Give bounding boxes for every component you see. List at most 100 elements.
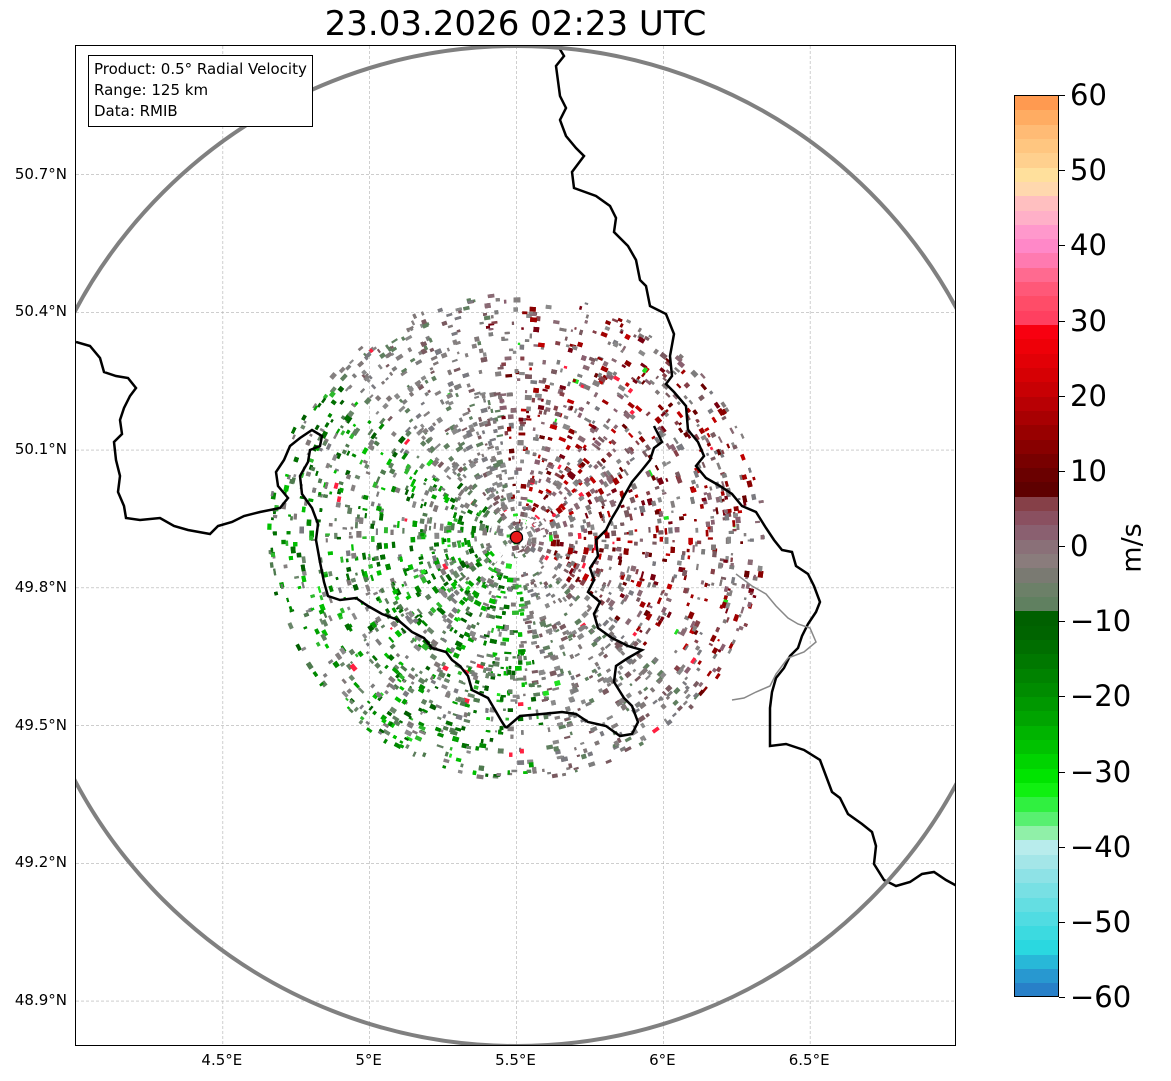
echo-bin [459, 587, 465, 593]
echo-bin [354, 474, 361, 480]
echo-bin [446, 475, 452, 480]
echo-bin [550, 699, 557, 706]
echo-bin [533, 692, 541, 697]
echo-bin [516, 677, 524, 681]
echo-bin [385, 344, 390, 349]
echo-bin [607, 341, 612, 346]
echo-bin [606, 715, 614, 721]
echo-bin [500, 441, 503, 445]
echo-bin [543, 714, 549, 720]
echo-bin [676, 401, 681, 406]
echo-bin [356, 531, 362, 538]
echo-bin [628, 530, 634, 536]
echo-bin [485, 729, 491, 733]
echo-bin [370, 384, 377, 390]
echo-bin [312, 403, 318, 409]
echo-bin [732, 513, 739, 518]
echo-bin [328, 585, 334, 593]
echo-bin [494, 371, 502, 377]
echo-bin [612, 541, 615, 545]
echo-bin [514, 552, 523, 558]
echo-bin [594, 405, 601, 412]
echo-bin [357, 650, 364, 658]
echo-bin [629, 413, 636, 420]
echo-bin [553, 405, 559, 412]
echo-bin [742, 495, 748, 503]
echo-bin [358, 505, 361, 510]
echo-bin [524, 394, 532, 401]
echo-bin [620, 504, 625, 509]
echo-bin [380, 587, 385, 594]
echo-bin [538, 541, 544, 546]
echo-bin [466, 383, 471, 388]
echo-bin [529, 306, 536, 312]
echo-bin [446, 312, 453, 317]
echo-bin [684, 676, 689, 681]
echo-bin [476, 622, 480, 626]
echo-bin [743, 533, 747, 537]
echo-bin [522, 617, 530, 622]
echo-bin [271, 517, 274, 521]
echo-bin [540, 421, 545, 425]
echo-bin [351, 544, 354, 551]
echo-bin [466, 624, 472, 631]
echo-bin [760, 534, 764, 540]
echo-bin [673, 664, 681, 672]
echo-bin [618, 474, 623, 480]
echo-bin [409, 357, 416, 363]
echo-bin [383, 527, 389, 534]
echo-bin [587, 499, 593, 505]
echo-bin [521, 682, 525, 688]
echo-bin [520, 356, 525, 361]
echo-bin [415, 413, 422, 419]
echo-bin [360, 388, 366, 394]
echo-bin [629, 496, 636, 504]
echo-bin [300, 424, 306, 430]
echo-bin [377, 542, 382, 550]
echo-bin [389, 627, 393, 630]
echo-bin [350, 577, 357, 583]
echo-bin [594, 590, 598, 594]
echo-bin [628, 432, 634, 438]
echo-bin [339, 366, 346, 374]
echo-bin [532, 771, 537, 774]
echo-bin [700, 580, 705, 585]
echo-bin [749, 538, 754, 542]
echo-bin [721, 472, 728, 479]
echo-bin [401, 583, 405, 587]
echo-bin [712, 508, 717, 512]
echo-bin [593, 496, 600, 503]
echo-bin [550, 639, 553, 643]
map-canvas [76, 46, 955, 1045]
echo-bin [630, 658, 637, 665]
echo-bin [519, 748, 524, 754]
radar-map[interactable] [75, 45, 956, 1046]
echo-bin [511, 586, 516, 590]
echo-bin [526, 415, 531, 419]
echo-bin [460, 763, 464, 768]
echo-bin [648, 334, 653, 339]
echo-bin [430, 355, 438, 361]
echo-bin [404, 334, 413, 341]
echo-bin [345, 697, 349, 702]
echo-bin [673, 687, 681, 695]
echo-bin [659, 367, 666, 374]
echo-bin [498, 631, 502, 637]
echo-bin [364, 513, 368, 519]
echo-bin [477, 341, 482, 346]
echo-bin [680, 369, 686, 375]
echo-bin [505, 717, 509, 721]
echo-bin [643, 448, 649, 453]
echo-bin [453, 629, 458, 634]
echo-bin [626, 566, 630, 574]
echo-bin [701, 461, 706, 469]
echo-bin [362, 459, 369, 465]
echo-bin [648, 604, 653, 609]
echo-bin [666, 690, 673, 698]
echo-bin [532, 427, 536, 432]
echo-bin [474, 536, 477, 542]
echo-bin [720, 490, 725, 496]
echo-bin [499, 399, 505, 403]
echo-bin [600, 646, 605, 652]
echo-bin [601, 399, 609, 405]
